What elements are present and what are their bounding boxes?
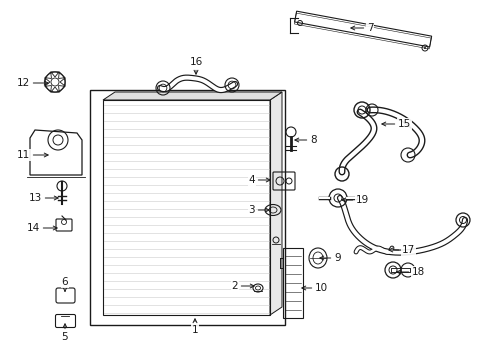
Polygon shape [103, 92, 282, 100]
Text: 8: 8 [294, 135, 316, 145]
Text: 17: 17 [388, 245, 414, 255]
Text: 9: 9 [319, 253, 340, 263]
Text: 10: 10 [301, 283, 327, 293]
Text: 18: 18 [396, 267, 425, 277]
Text: 13: 13 [29, 193, 58, 203]
Text: 2: 2 [231, 281, 254, 291]
Text: 12: 12 [17, 78, 48, 88]
Text: 7: 7 [350, 23, 373, 33]
Text: 5: 5 [61, 324, 68, 342]
Bar [90, 90, 285, 325]
Polygon shape [269, 92, 282, 315]
Text: 1: 1 [191, 319, 198, 335]
Text: 11: 11 [17, 150, 48, 160]
Text: 16: 16 [189, 57, 202, 74]
Text: 14: 14 [27, 223, 57, 233]
Circle shape [423, 47, 425, 49]
Text: 4: 4 [248, 175, 269, 185]
Text: 15: 15 [381, 119, 410, 129]
Text: 3: 3 [248, 205, 268, 215]
Bar [283, 248, 303, 318]
Text: 6: 6 [61, 277, 68, 291]
Text: 19: 19 [341, 195, 368, 205]
